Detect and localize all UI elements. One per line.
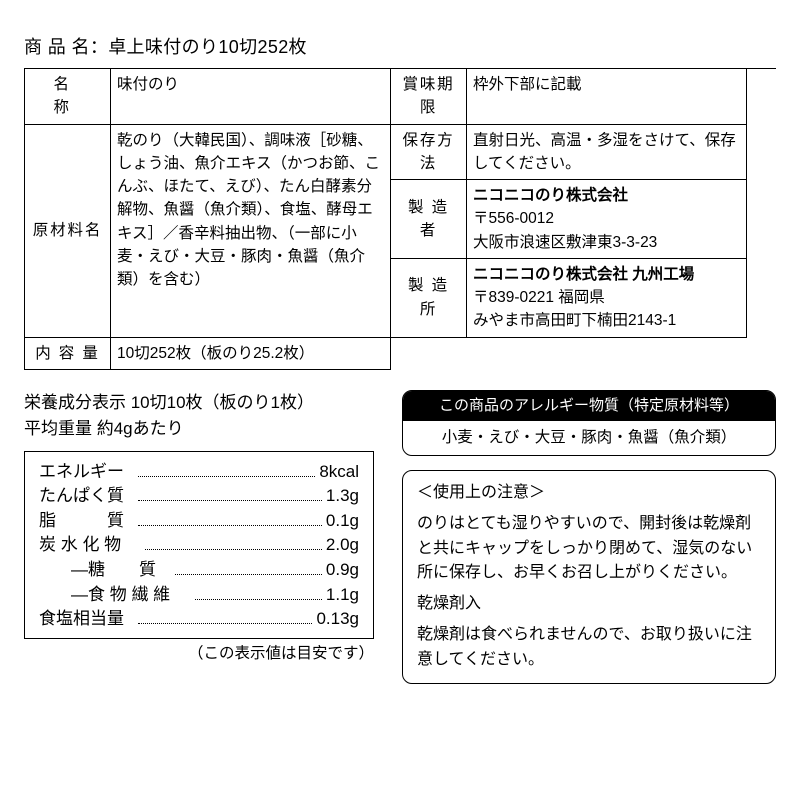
- nutrition-label: ―糖 質: [71, 558, 171, 583]
- nutrition-value: 8kcal: [319, 460, 359, 485]
- nutrition-label: 食塩相当量: [39, 607, 134, 632]
- dots: [138, 465, 315, 476]
- product-label: 商 品 名: [24, 37, 90, 57]
- nutrition-heading-1: 栄養成分表示 10切10枚（板のり1枚）: [24, 390, 374, 416]
- product-name-line: 商 品 名：卓上味付のり10切252枚: [24, 34, 776, 60]
- nutrition-label: 炭 水 化 物: [39, 533, 141, 558]
- nutrition-label: ―食 物 繊 維: [71, 583, 191, 608]
- nutrition-value: 0.1g: [326, 509, 359, 534]
- nutrition-row: 炭 水 化 物 2.0g: [39, 533, 359, 558]
- cell-exp-value: 枠外下部に記載: [467, 69, 747, 125]
- cell-cap-value: 10切252枚（板のり25.2枚）: [111, 338, 391, 370]
- cell-ing-label: 原材料名: [25, 125, 111, 338]
- sep: ：: [90, 37, 108, 57]
- nutrition-heading: 栄養成分表示 10切10枚（板のり1枚） 平均重量 約4gあたり: [24, 390, 374, 443]
- nutrition-row: ―糖 質 0.9g: [39, 558, 359, 583]
- nutrition-table: エネルギー8kcalたんぱく質1.3g脂 質0.1g炭 水 化 物2.0g―糖 …: [24, 451, 374, 639]
- nutrition-heading-2: 平均重量 約4gあたり: [24, 416, 374, 442]
- nutrition-note: （この表示値は目安です）: [24, 643, 374, 665]
- cell-name-value: 味付のり: [111, 69, 391, 125]
- nutrition-row: たんぱく質 1.3g: [39, 484, 359, 509]
- nutrition-row: エネルギー 8kcal: [39, 460, 359, 485]
- nutrition-value: 1.3g: [326, 484, 359, 509]
- caution-p3: 乾燥剤は食べられませんので、お取り扱いに注意してください。: [417, 623, 761, 673]
- lower-area: 栄養成分表示 10切10枚（板のり1枚） 平均重量 約4gあたり エネルギー 8k…: [24, 390, 776, 684]
- allergy-body: 小麦・えび・大豆・豚肉・魚醤（魚介類）: [403, 421, 775, 455]
- dots: [145, 539, 322, 550]
- allergy-box: この商品のアレルギー物質（特定原材料等） 小麦・えび・大豆・豚肉・魚醤（魚介類）: [402, 390, 776, 456]
- nutrition-value: 0.13g: [316, 607, 359, 632]
- product-value: 卓上味付のり10切252枚: [108, 37, 307, 57]
- nutrition-label: エネルギー: [39, 460, 134, 485]
- nutrition-label: たんぱく質: [39, 484, 134, 509]
- cell-ing-value: 乾のり（大韓民国）、調味液［砂糖、しょう油、魚介エキス（かつお節、こんぶ、ほたて…: [111, 125, 391, 338]
- nutrition-row: ―食 物 繊 維 1.1g: [39, 583, 359, 608]
- dots: [138, 613, 312, 624]
- cell-factory-label: 製 造 所: [391, 259, 467, 338]
- cell-cap-label: 内 容 量: [25, 338, 111, 370]
- dots: [138, 490, 322, 501]
- nutrition-row: 食塩相当量 0.13g: [39, 607, 359, 632]
- dots: [175, 564, 322, 575]
- cell-maker-label: 製 造 者: [391, 180, 467, 259]
- caution-p2: 乾燥剤入: [417, 592, 761, 617]
- nutrition-column: 栄養成分表示 10切10枚（板のり1枚） 平均重量 約4gあたり エネルギー 8k…: [24, 390, 374, 684]
- cell-maker-value: ニコニコのり株式会社〒556-0012大阪市浪速区敷津東3-3-23: [467, 180, 747, 259]
- nutrition-label: 脂 質: [39, 509, 134, 534]
- caution-p1: のりはとても湿りやすいので、開封後は乾燥剤と共にキャップをしっかり閉めて、湿気の…: [417, 512, 761, 586]
- nutrition-value: 1.1g: [326, 583, 359, 608]
- dots: [195, 589, 322, 600]
- cell-exp-label: 賞味期限: [391, 69, 467, 125]
- caution-box: ＜使用上の注意＞ のりはとても湿りやすいので、開封後は乾燥剤と共にキャップをしっ…: [402, 470, 776, 684]
- cell-store-value: 直射日光、高温・多湿をさけて、保存してください。: [467, 125, 747, 181]
- cell-name-label: 名 称: [25, 69, 111, 125]
- nutrition-value: 2.0g: [326, 533, 359, 558]
- cell-factory-value: ニコニコのり株式会社 九州工場〒839-0221 福岡県みやま市高田町下楠田21…: [467, 259, 747, 338]
- caution-title: ＜使用上の注意＞: [417, 481, 761, 506]
- nutrition-value: 0.9g: [326, 558, 359, 583]
- spec-table: 名 称 味付のり 賞味期限 枠外下部に記載 原材料名 乾のり（大韓民国）、調味液…: [24, 68, 776, 370]
- nutrition-row: 脂 質 0.1g: [39, 509, 359, 534]
- dots: [138, 515, 322, 526]
- allergy-title: この商品のアレルギー物質（特定原材料等）: [403, 391, 775, 421]
- allergy-column: この商品のアレルギー物質（特定原材料等） 小麦・えび・大豆・豚肉・魚醤（魚介類）…: [402, 390, 776, 684]
- cell-store-label: 保存方法: [391, 125, 467, 181]
